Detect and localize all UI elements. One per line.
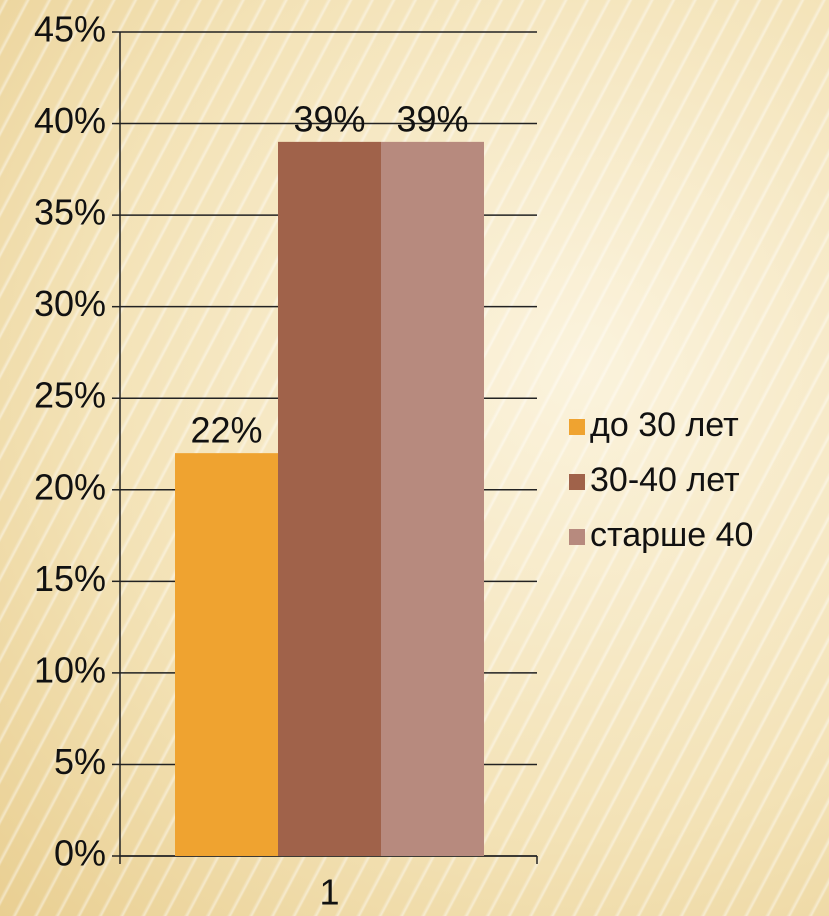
data-label: 39% <box>396 98 468 139</box>
data-label: 22% <box>190 410 262 451</box>
legend-swatch <box>569 529 585 545</box>
data-label: 39% <box>293 98 365 139</box>
y-tick-label: 5% <box>54 741 106 782</box>
y-tick-label: 30% <box>34 283 106 324</box>
bar <box>175 453 278 856</box>
bar <box>278 141 381 856</box>
legend-swatch <box>569 474 585 490</box>
y-tick-label: 45% <box>34 9 106 50</box>
legend-label: до 30 лет <box>590 406 739 444</box>
y-tick-label: 40% <box>34 100 106 141</box>
bar <box>381 141 484 856</box>
y-tick-label: 15% <box>34 558 106 599</box>
y-tick-label: 0% <box>54 833 106 874</box>
y-tick-label: 35% <box>34 192 106 233</box>
x-tick-label: 1 <box>319 872 339 913</box>
legend-label: 30-40 лет <box>590 461 740 499</box>
y-tick-label: 25% <box>34 375 106 416</box>
legend-label: старше 40 <box>590 516 753 554</box>
y-tick-label: 10% <box>34 649 106 690</box>
legend-swatch <box>569 419 585 435</box>
y-tick-label: 20% <box>34 466 106 507</box>
